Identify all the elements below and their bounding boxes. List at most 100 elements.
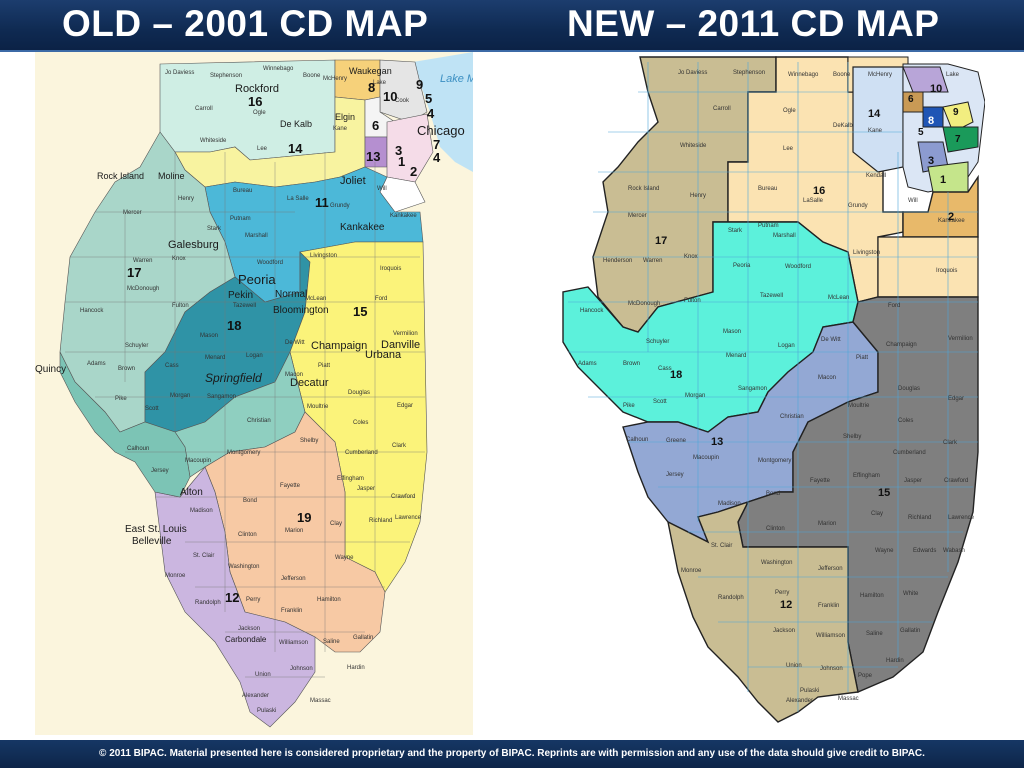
old-dnum: 15 bbox=[353, 304, 367, 319]
county-label: Mercer bbox=[123, 210, 142, 216]
new-dnum: 17 bbox=[655, 235, 667, 247]
new-dnum: 10 bbox=[930, 83, 942, 95]
county-label: Henderson bbox=[603, 258, 632, 264]
county-label: Fayette bbox=[280, 483, 301, 489]
county-label: Menard bbox=[205, 355, 225, 361]
new-district-9 bbox=[942, 101, 974, 133]
city-chicago: Chicago bbox=[417, 123, 465, 138]
county-label: Macoupin bbox=[693, 455, 719, 461]
old-dnum: 3 bbox=[395, 143, 402, 158]
county-label: Jasper bbox=[357, 486, 375, 492]
county-label: Jefferson bbox=[281, 576, 306, 582]
county-label: McDonough bbox=[127, 286, 159, 292]
new-dnum: 3 bbox=[928, 155, 934, 167]
city-belleville: Belleville bbox=[132, 536, 172, 547]
county-label: Marshall bbox=[773, 233, 796, 239]
county-label: Knox bbox=[172, 256, 186, 262]
city-carbondale: Carbondale bbox=[225, 635, 267, 644]
county-label: Perry bbox=[775, 590, 789, 596]
county-label: Douglas bbox=[348, 390, 370, 396]
county-label: Hancock bbox=[80, 308, 104, 314]
county-label: Cass bbox=[165, 363, 179, 369]
county-label: Christian bbox=[247, 418, 271, 424]
old-dnum: 1 bbox=[398, 154, 405, 169]
county-label: Rock Island bbox=[628, 186, 659, 192]
county-label: Ford bbox=[375, 296, 387, 302]
county-label: Brown bbox=[623, 361, 640, 367]
old-dnum: 5 bbox=[425, 91, 432, 106]
county-label: Wayne bbox=[875, 548, 894, 554]
new-county-labels: Jo Daviess Stephenson Winnebago Boone Mc… bbox=[578, 70, 975, 704]
county-label: Perry bbox=[246, 597, 260, 603]
old-map-svg: Lake Mich bbox=[35, 52, 473, 735]
city-rockford: Rockford bbox=[235, 83, 279, 95]
county-label: Crawford bbox=[391, 494, 415, 500]
county-label: Henry bbox=[690, 193, 706, 199]
county-label: Adams bbox=[87, 361, 106, 367]
county-label: Schuyler bbox=[125, 343, 148, 349]
county-label: Saline bbox=[323, 639, 340, 645]
old-city-labels: Rockford Waukegan Elgin De Kalb Chicago … bbox=[35, 66, 465, 644]
county-label: Morgan bbox=[170, 393, 190, 399]
old-map-panel: Lake Mich bbox=[35, 52, 473, 735]
county-label: Clay bbox=[330, 521, 342, 527]
city-decatur: Decatur bbox=[290, 377, 329, 389]
county-label: Greene bbox=[666, 438, 687, 444]
county-label: Marshall bbox=[245, 233, 268, 239]
city-springfield: Springfield bbox=[205, 371, 262, 385]
county-label: Hardin bbox=[347, 665, 365, 671]
county-label: Winnebago bbox=[788, 72, 819, 78]
county-label: Clark bbox=[943, 440, 958, 446]
new-dnum: 16 bbox=[813, 185, 825, 197]
county-label: Pulaski bbox=[257, 708, 276, 714]
county-label: Edgar bbox=[948, 396, 964, 402]
county-label: Massac bbox=[310, 698, 331, 704]
county-label: Lake bbox=[946, 72, 960, 78]
old-dnum: 14 bbox=[288, 141, 303, 156]
city-bloomington: Bloomington bbox=[273, 305, 329, 316]
county-label: Richland bbox=[369, 518, 392, 524]
city-moline: Moline bbox=[158, 171, 185, 181]
city-pekin: Pekin bbox=[228, 290, 253, 301]
county-label: Tazewell bbox=[760, 293, 783, 299]
city-galesburg: Galesburg bbox=[168, 239, 219, 251]
city-east-st-louis: East St. Louis bbox=[125, 524, 187, 535]
county-label: Menard bbox=[726, 353, 746, 359]
county-label: Alexander bbox=[242, 693, 269, 699]
county-label: Peoria bbox=[733, 263, 751, 269]
old-dnum: 12 bbox=[225, 590, 239, 605]
county-label: Jackson bbox=[773, 628, 795, 634]
city-danville: Danville bbox=[381, 339, 420, 351]
county-label: Massac bbox=[838, 696, 859, 702]
county-label: Woodford bbox=[257, 260, 283, 266]
city-dekalb: De Kalb bbox=[280, 119, 312, 129]
new-dnum: 9 bbox=[953, 107, 959, 118]
county-label: Shelby bbox=[843, 434, 861, 440]
city-normal: Normal bbox=[275, 289, 307, 300]
county-label: Bureau bbox=[233, 188, 252, 194]
county-label: Johnson bbox=[820, 666, 843, 672]
county-label: Mason bbox=[723, 329, 741, 335]
county-label: Randolph bbox=[195, 600, 221, 606]
new-dnum: 5 bbox=[918, 127, 924, 138]
county-label: Livingston bbox=[853, 250, 880, 256]
county-label: Putnam bbox=[758, 223, 779, 229]
county-label: Hardin bbox=[886, 658, 904, 664]
old-dnum: 9 bbox=[416, 77, 423, 92]
county-label: Franklin bbox=[818, 603, 839, 609]
county-label: Gallatin bbox=[353, 635, 373, 641]
county-label: Bond bbox=[243, 498, 257, 504]
county-label: Cook bbox=[395, 98, 410, 104]
county-label: Randolph bbox=[718, 595, 744, 601]
county-label: White bbox=[903, 591, 919, 597]
old-county-labels: Jo Daviess Stephenson Winnebago Boone Mc… bbox=[80, 66, 422, 714]
header-bar: OLD – 2001 CD MAP NEW – 2011 CD MAP bbox=[0, 0, 1024, 52]
county-label: Schuyler bbox=[646, 339, 669, 345]
new-map-title: NEW – 2011 CD MAP bbox=[567, 3, 940, 44]
new-map-panel: Jo Daviess Stephenson Winnebago Boone Mc… bbox=[548, 52, 985, 735]
county-label: Tazewell bbox=[233, 303, 256, 309]
county-label: Piatt bbox=[318, 363, 330, 369]
county-label: Christian bbox=[780, 414, 804, 420]
county-label: St. Clair bbox=[711, 543, 732, 549]
county-label: Ogle bbox=[253, 110, 266, 116]
